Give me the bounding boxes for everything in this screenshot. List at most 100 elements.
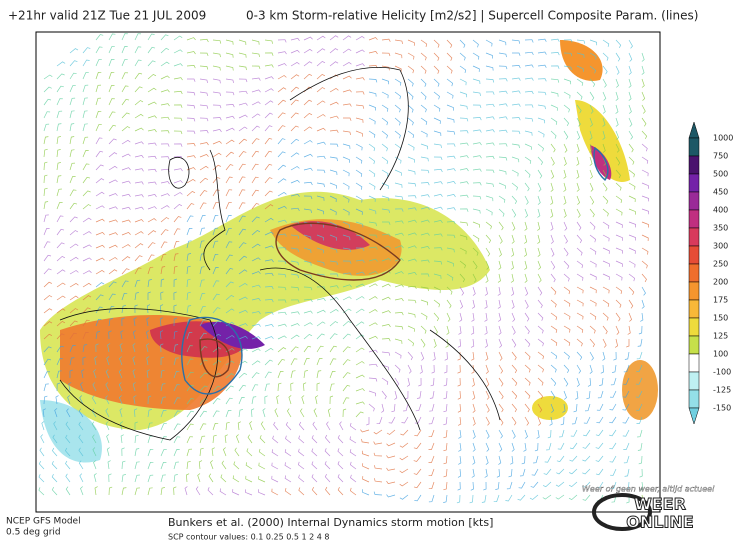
wind-barb [624, 351, 630, 360]
wind-barb [251, 311, 261, 315]
wind-barb [362, 476, 370, 483]
wind-barb [638, 325, 643, 335]
wind-barb [238, 90, 248, 95]
wind-barb [212, 227, 219, 236]
wind-barb [420, 52, 427, 61]
wind-barb [95, 294, 104, 301]
wind-barb [361, 438, 370, 444]
wind-barb [641, 299, 645, 309]
wind-barb [381, 195, 390, 202]
wind-barb [121, 292, 128, 301]
wind-barb [498, 364, 504, 374]
wind-barb [160, 103, 170, 107]
wind-barb [641, 91, 646, 101]
wind-barb [134, 279, 141, 288]
wind-barb [498, 338, 503, 348]
wind-barb [355, 411, 364, 418]
wind-barb [459, 91, 468, 98]
wind-barb [524, 143, 532, 150]
wind-barb [199, 65, 209, 70]
wind-barb [264, 190, 273, 197]
wind-barb [563, 52, 573, 57]
logo-ring [592, 493, 652, 531]
wind-barb [602, 338, 607, 348]
wind-barb [173, 344, 179, 353]
wind-barb [361, 450, 370, 457]
wind-barb [197, 473, 201, 483]
wind-barb [433, 273, 442, 279]
wind-barb [303, 260, 312, 266]
wind-barb [134, 474, 140, 483]
wind-barb [146, 317, 150, 327]
wind-barb [355, 308, 365, 314]
wind-barb [290, 125, 299, 132]
wind-barb [160, 116, 170, 121]
wind-barb [589, 260, 597, 268]
wind-barb [212, 164, 221, 171]
wind-barb [524, 104, 534, 108]
wind-barb [303, 153, 313, 158]
wind-barb [233, 461, 240, 470]
wind-barb [95, 191, 105, 197]
wind-barb [277, 371, 284, 379]
wind-barb [394, 195, 404, 200]
wind-barb [43, 187, 48, 197]
wind-barb [132, 330, 136, 340]
wind-barb [147, 448, 154, 457]
wind-barb [303, 333, 313, 340]
wind-barb [82, 163, 90, 171]
wind-barb [576, 130, 581, 140]
wind-barb [355, 195, 363, 203]
wind-barb [251, 150, 259, 158]
wind-barb [78, 447, 84, 457]
wind-barb [108, 152, 118, 158]
wind-barb [628, 208, 636, 215]
wind-barb [459, 299, 464, 309]
wind-barb [381, 364, 390, 371]
wind-barb [511, 403, 517, 413]
wind-barb [446, 247, 455, 253]
wind-barb [186, 448, 193, 457]
wind-barb [251, 189, 259, 197]
wind-barb [498, 442, 503, 452]
wind-barb [212, 117, 222, 121]
wind-barb [576, 195, 581, 205]
wind-barb [312, 421, 318, 431]
wind-barb [303, 36, 313, 41]
wind-barb [108, 486, 113, 496]
wind-barb [550, 130, 557, 139]
wind-barb [589, 65, 596, 74]
wind-barb [563, 104, 570, 113]
wind-barb [342, 182, 350, 190]
wind-barb [108, 293, 116, 301]
wind-barb [264, 336, 274, 340]
wind-barb [43, 241, 51, 249]
wind-barb [160, 383, 166, 392]
wind-barb [134, 33, 142, 41]
wind-barb [245, 462, 253, 470]
wind-barb [628, 273, 636, 282]
wind-barb [381, 130, 388, 139]
wind-barb [212, 104, 222, 109]
wind-barb [134, 86, 143, 93]
wind-barb [641, 130, 648, 140]
wind-barb [134, 267, 142, 275]
wind-barb [589, 364, 593, 374]
wind-barb [537, 260, 542, 270]
wind-barb [459, 78, 467, 86]
wind-barb [636, 364, 643, 372]
wind-barb [368, 258, 378, 262]
wind-barb [238, 269, 248, 275]
wind-barb [609, 403, 617, 411]
wind-barb [641, 78, 645, 88]
wind-barb [433, 39, 440, 48]
wind-barb [589, 156, 593, 166]
wind-barb [264, 137, 273, 145]
wind-barb [407, 78, 414, 87]
wind-barb [458, 416, 462, 426]
wind-barb [555, 481, 565, 487]
wind-barb [368, 37, 378, 41]
wind-barb [238, 335, 248, 340]
wind-barb [303, 234, 312, 240]
